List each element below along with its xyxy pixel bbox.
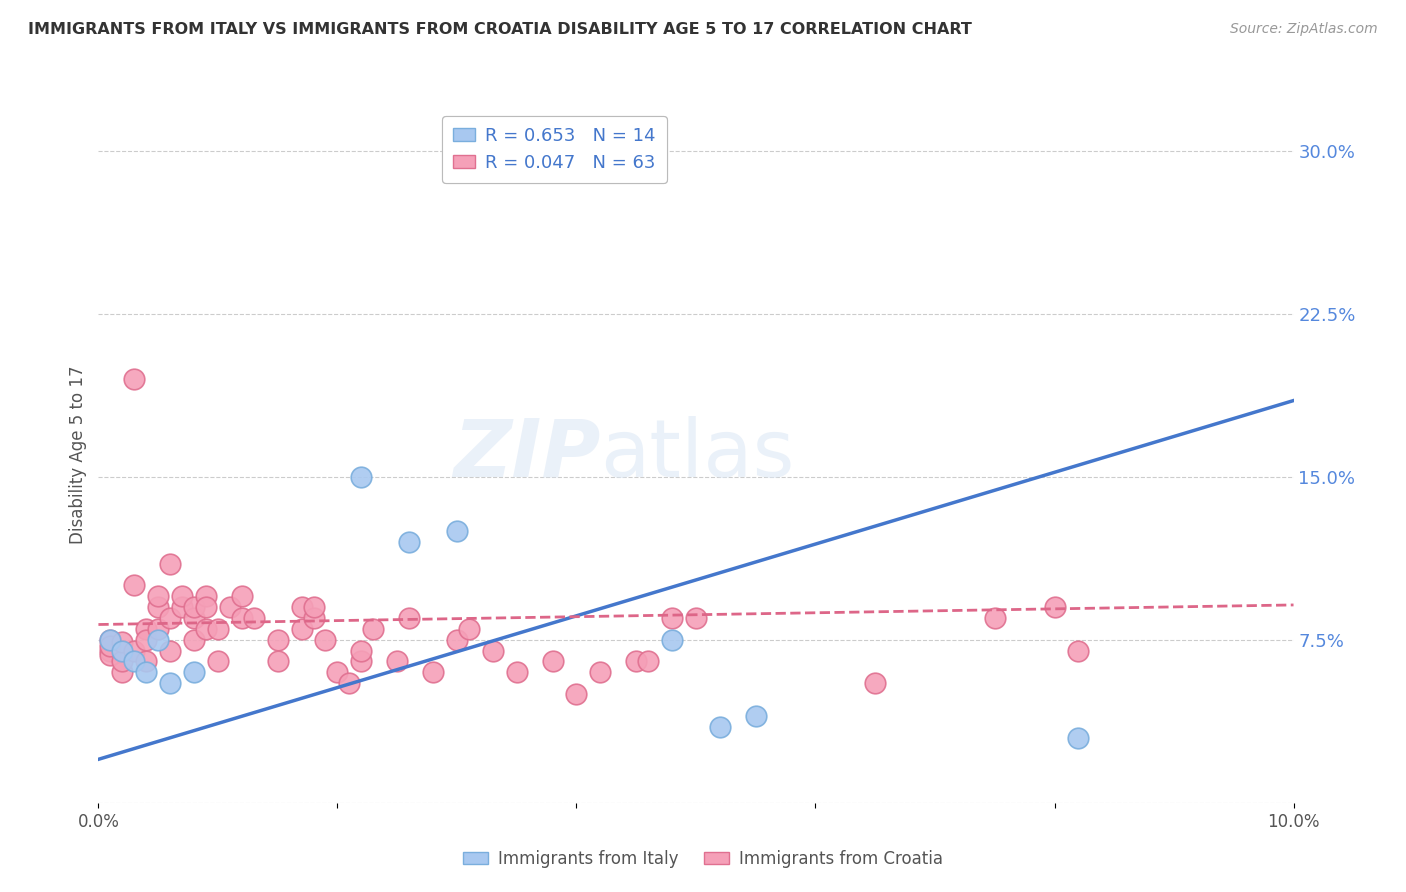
Point <box>124 578 146 592</box>
Point <box>148 622 170 636</box>
Point <box>422 665 444 680</box>
Point <box>135 632 157 647</box>
Point <box>350 643 373 657</box>
Point <box>100 639 122 653</box>
Point <box>100 632 122 647</box>
Point <box>159 611 181 625</box>
Point <box>243 611 266 625</box>
Point <box>195 589 218 603</box>
Y-axis label: Disability Age 5 to 17: Disability Age 5 to 17 <box>69 366 87 544</box>
Point <box>589 665 612 680</box>
Point <box>231 589 253 603</box>
Point <box>195 622 218 636</box>
Point <box>339 676 360 690</box>
Point <box>219 600 242 615</box>
Text: IMMIGRANTS FROM ITALY VS IMMIGRANTS FROM CROATIA DISABILITY AGE 5 TO 17 CORRELAT: IMMIGRANTS FROM ITALY VS IMMIGRANTS FROM… <box>28 22 972 37</box>
Point <box>183 665 205 680</box>
Legend: Immigrants from Italy, Immigrants from Croatia: Immigrants from Italy, Immigrants from C… <box>457 844 949 875</box>
Point <box>183 600 205 615</box>
Point <box>398 535 420 549</box>
Text: Source: ZipAtlas.com: Source: ZipAtlas.com <box>1230 22 1378 37</box>
Point <box>685 611 707 625</box>
Point <box>745 708 768 723</box>
Point <box>315 632 337 647</box>
Point <box>183 611 205 625</box>
Point <box>637 655 659 669</box>
Point <box>385 655 409 669</box>
Point <box>100 648 122 662</box>
Point <box>398 611 420 625</box>
Point <box>302 600 325 615</box>
Point <box>207 655 229 669</box>
Point <box>183 632 205 647</box>
Point <box>159 676 181 690</box>
Point <box>709 720 731 734</box>
Point <box>111 655 134 669</box>
Point <box>111 665 134 680</box>
Point <box>135 665 157 680</box>
Point <box>148 600 170 615</box>
Point <box>291 622 314 636</box>
Point <box>626 655 648 669</box>
Point <box>124 655 146 669</box>
Point <box>481 643 505 657</box>
Point <box>541 655 564 669</box>
Point <box>458 622 481 636</box>
Point <box>135 622 157 636</box>
Point <box>506 665 529 680</box>
Point <box>661 611 683 625</box>
Point <box>111 635 134 649</box>
Point <box>231 611 253 625</box>
Point <box>661 632 683 647</box>
Point <box>267 632 290 647</box>
Point <box>446 632 468 647</box>
Point <box>350 655 373 669</box>
Point <box>267 655 290 669</box>
Text: ZIP: ZIP <box>453 416 600 494</box>
Text: atlas: atlas <box>600 416 794 494</box>
Point <box>100 632 122 647</box>
Point <box>159 557 181 571</box>
Point <box>350 469 373 483</box>
Point <box>1043 600 1066 615</box>
Point <box>148 589 170 603</box>
Point <box>195 600 218 615</box>
Point <box>100 643 122 657</box>
Point <box>984 611 1007 625</box>
Point <box>565 687 588 701</box>
Point <box>326 665 349 680</box>
Point <box>172 600 194 615</box>
Point <box>111 643 134 657</box>
Legend: R = 0.653   N = 14, R = 0.047   N = 63: R = 0.653 N = 14, R = 0.047 N = 63 <box>441 116 666 183</box>
Point <box>865 676 887 690</box>
Point <box>148 632 170 647</box>
Point <box>291 600 314 615</box>
Point <box>446 524 468 538</box>
Point <box>124 372 146 386</box>
Point <box>124 643 146 657</box>
Point <box>1067 731 1090 745</box>
Point <box>363 622 385 636</box>
Point <box>302 611 325 625</box>
Point <box>207 622 229 636</box>
Point <box>1067 643 1090 657</box>
Point <box>135 655 157 669</box>
Point <box>172 589 194 603</box>
Point <box>159 643 181 657</box>
